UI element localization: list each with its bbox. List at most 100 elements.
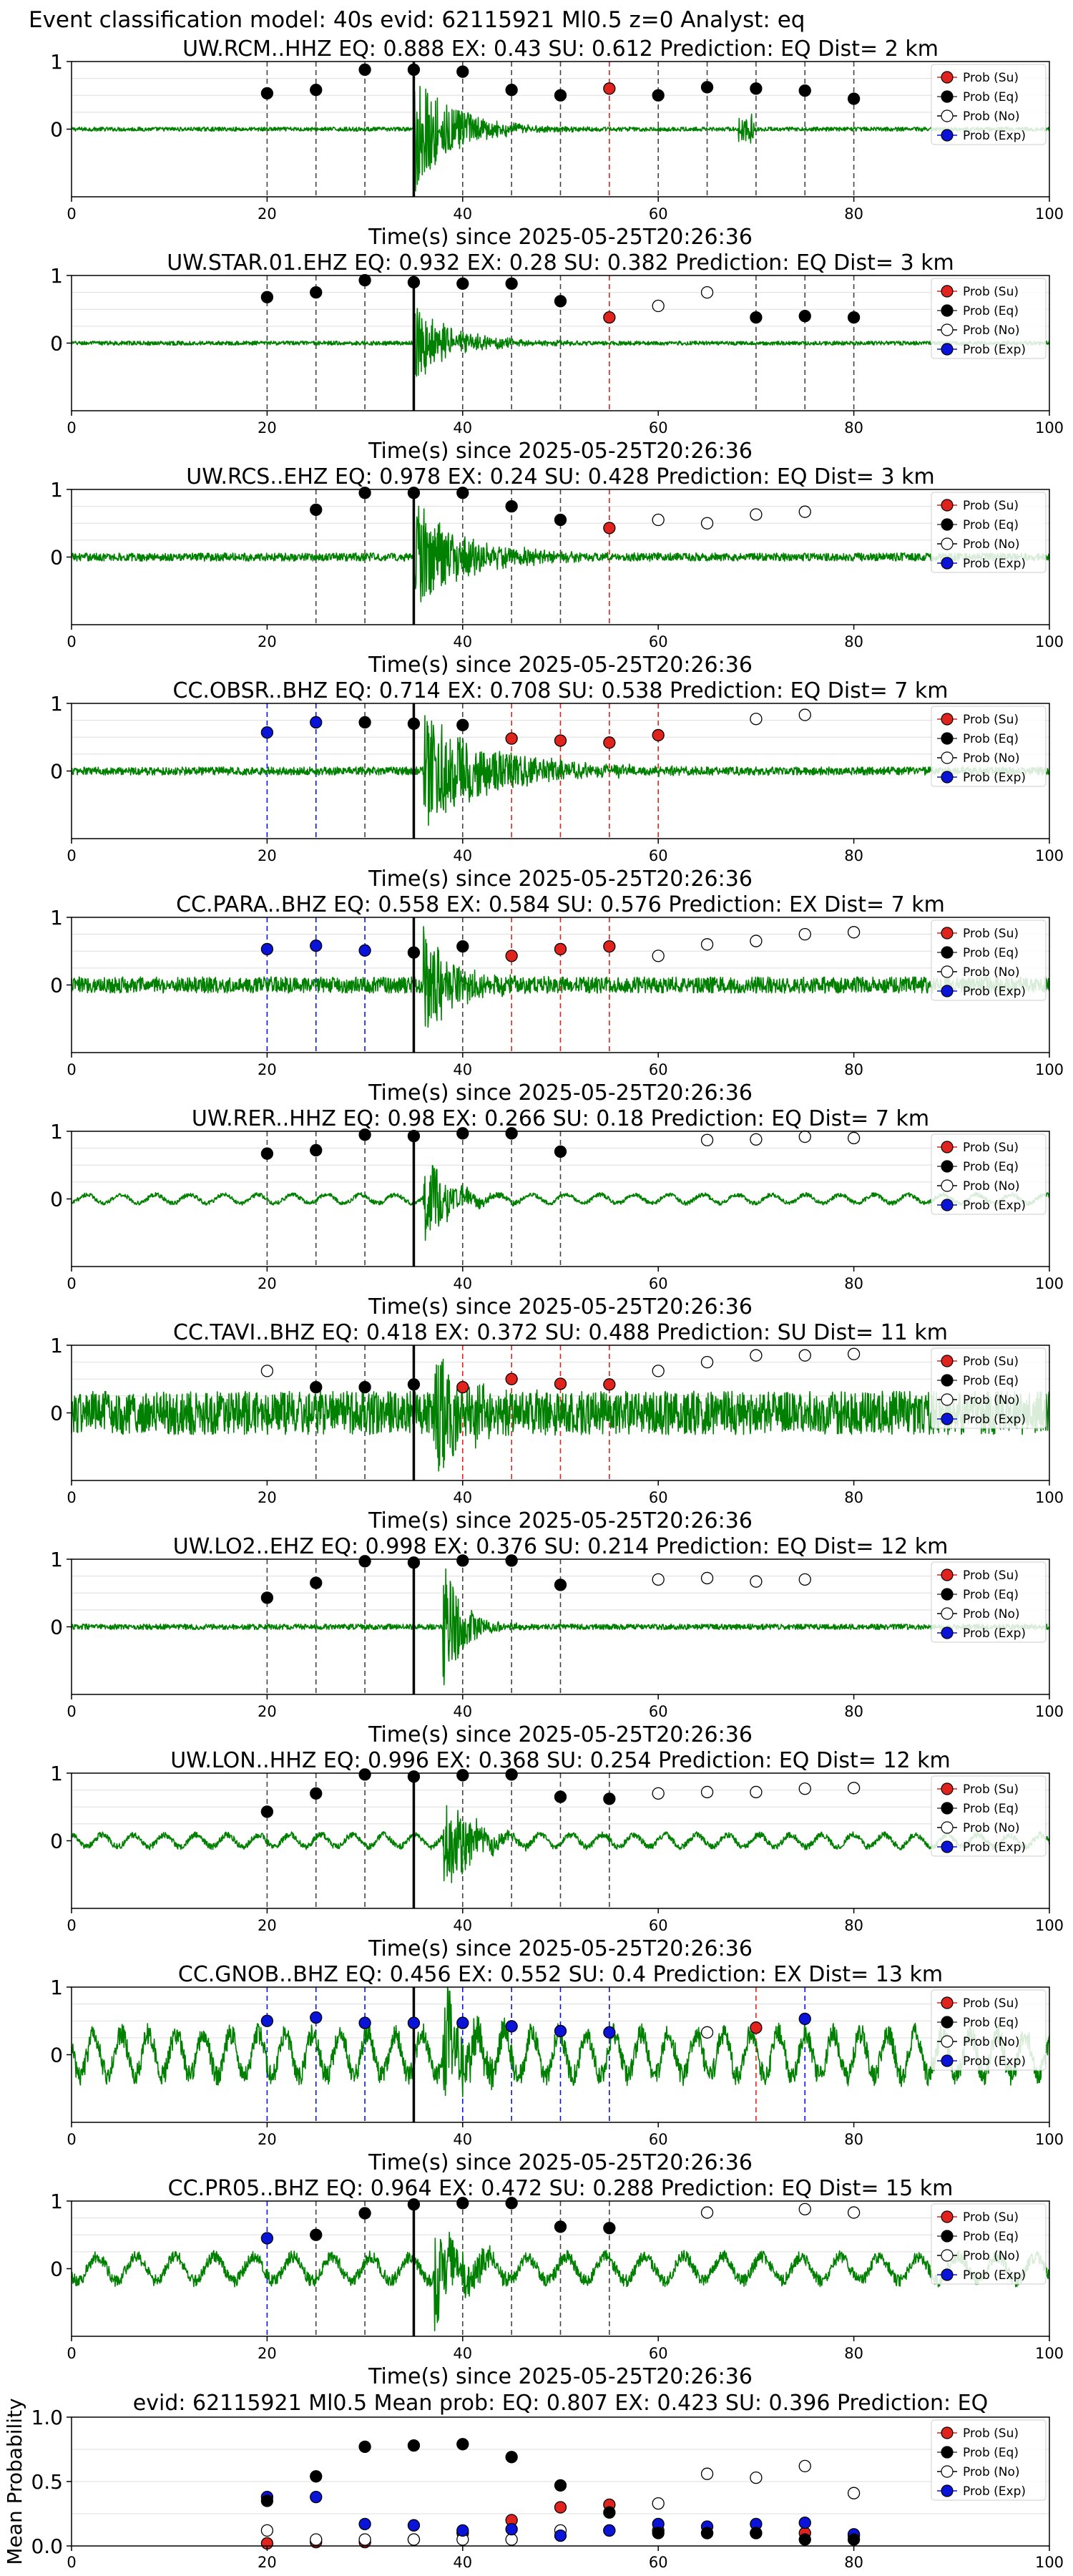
mean-prob-marker-eq [407,2439,421,2452]
mean-prob-marker-eq [456,2438,469,2451]
legend-marker-eq [941,2230,954,2243]
prob-marker-eq [554,513,567,527]
prob-marker-exp [310,940,323,952]
prob-marker-eq [505,84,518,97]
panel-title: UW.LO2..EHZ EQ: 0.998 EX: 0.376 SU: 0.21… [173,1534,949,1559]
x-tick-label: 0 [67,1917,76,1934]
legend-marker-no [941,751,954,764]
y-tick-label: 1 [50,1976,63,1999]
y-tick-label: 0 [50,760,63,784]
legend-marker-su [941,1355,954,1367]
mean-prob-marker-eq [358,2440,371,2454]
mean-prob-marker-exp [310,2490,323,2504]
legend-box [931,64,1047,145]
prob-marker-exp [407,2016,421,2029]
prob-marker-eq [652,89,665,102]
panel-title: CC.PARA..BHZ EQ: 0.558 EX: 0.584 SU: 0.5… [176,892,945,917]
x-tick-label: 60 [649,2131,668,2148]
mean-prob-marker-eq [260,2494,274,2507]
legend-label: Prob (Su) [963,1782,1019,1797]
prob-marker-exp [260,942,274,956]
prob-marker-no [750,508,763,521]
x-tick-label: 0 [67,205,76,223]
x-tick-label: 0 [67,633,76,650]
y-tick-label: 0 [50,546,63,570]
legend-label: Prob (Su) [963,2426,1019,2441]
legend-marker-su [941,927,954,940]
waveform-trace [71,301,1050,377]
legend-box [931,1561,1047,1643]
prob-marker-no [700,517,714,530]
mean-prob-marker-no [798,2459,811,2473]
legend-label: Prob (Exp) [963,985,1026,999]
x-tick-label: 60 [649,2554,668,2571]
legend-label: Prob (Eq) [963,1802,1019,1816]
prob-marker-no [847,1782,861,1795]
prob-marker-eq [260,291,274,303]
x-tick-label: 100 [1035,633,1064,650]
legend-marker-eq [941,1160,954,1173]
y-tick-label: 1 [50,2190,63,2213]
x-tick-label: 20 [258,2554,277,2571]
prob-marker-no [798,708,811,721]
waveform-trace [71,86,1050,192]
waveform-trace [71,505,1050,602]
legend-label: Prob (Exp) [963,1413,1026,1427]
x-tick-label: 100 [1035,1489,1064,1506]
x-tick-label: 100 [1035,205,1064,223]
y-tick-label: 0 [50,974,63,997]
x-tick-label: 80 [844,1275,863,1292]
legend-box [931,2419,1047,2501]
legend-marker-su [941,1782,954,1795]
prob-marker-eq [554,2220,567,2233]
legend-marker-no [941,109,954,122]
station-panel: CC.GNOB..BHZ EQ: 0.456 EX: 0.552 SU: 0.4… [50,1962,1064,2175]
prob-marker-eq [505,1127,518,1140]
x-tick-label: 0 [67,1061,76,1078]
y-tick-label: 0 [50,118,63,142]
panel-title: UW.RER..HHZ EQ: 0.98 EX: 0.266 SU: 0.18 … [192,1106,929,1131]
legend-label: Prob (No) [963,965,1020,980]
mean-prob-marker-no [847,2487,861,2499]
legend-label: Prob (No) [963,1179,1020,1194]
legend-box [931,919,1047,1001]
legend-label: Prob (Eq) [963,946,1019,960]
legend-box [931,278,1047,359]
legend-marker-su [941,285,954,298]
x-tick-label: 0 [67,2131,76,2148]
legend-label: Prob (Exp) [963,1199,1026,1213]
legend-label: Prob (Su) [963,1996,1019,2011]
prob-marker-eq [358,63,371,76]
x-tick-label: 80 [844,2554,863,2571]
prob-marker-no [750,1133,763,1146]
prob-marker-no [798,2202,811,2215]
y-tick-label: 0 [50,332,63,356]
y-tick-label: 0.0 [31,2534,63,2558]
x-tick-label: 20 [258,1275,277,1292]
prob-marker-eq [310,1787,323,1800]
legend-marker-eq [941,1588,954,1601]
legend-label: Prob (Su) [963,499,1019,513]
prob-marker-eq [407,1129,421,1143]
legend-label: Prob (Su) [963,2210,1019,2225]
legend-marker-su [941,1996,954,2009]
waveform-trace [71,1986,1050,2097]
legend-marker-exp [941,2484,954,2497]
prob-marker-su [505,950,518,962]
prob-marker-eq [260,87,274,100]
legend-label: Prob (Eq) [963,732,1019,746]
prob-marker-eq [798,84,811,97]
legend-label: Prob (Su) [963,285,1019,299]
mean-prob-marker-eq [750,2527,763,2540]
x-tick-label: 0 [67,2554,76,2571]
legend-label: Prob (Su) [963,1568,1019,1583]
legend-label: Prob (No) [963,323,1020,338]
prob-marker-su [603,1378,616,1391]
x-tick-label: 0 [67,1489,76,1506]
x-tick-label: 20 [258,847,277,864]
x-axis-label: Time(s) since 2025-05-25T20:26:36 [368,2364,753,2389]
legend-label: Prob (Exp) [963,771,1026,785]
prob-marker-no [700,2206,714,2219]
prob-marker-su [603,940,616,953]
